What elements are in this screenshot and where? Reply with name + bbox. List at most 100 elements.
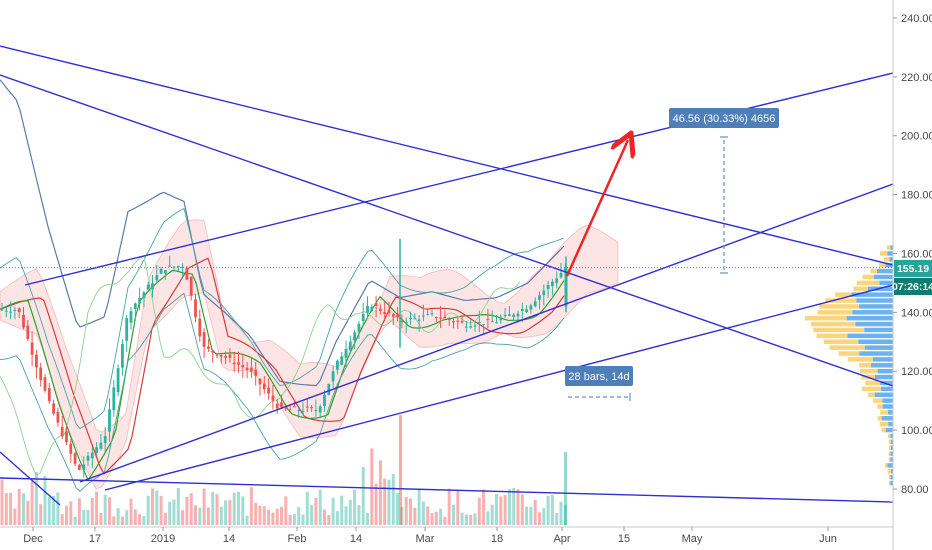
volume-profile bbox=[805, 245, 893, 486]
profile-up-bar bbox=[874, 374, 893, 380]
candle-body bbox=[22, 314, 25, 328]
candle-body bbox=[396, 313, 399, 318]
volume-bar bbox=[327, 515, 331, 525]
candle-body bbox=[228, 354, 232, 358]
volume-bar bbox=[120, 516, 124, 525]
candle-body bbox=[39, 367, 43, 381]
candle-body bbox=[90, 452, 94, 459]
candle-body bbox=[559, 272, 563, 278]
volume-bar bbox=[241, 496, 245, 525]
profile-up-bar bbox=[888, 421, 893, 427]
candle-body bbox=[26, 325, 30, 339]
last-price-label-bg bbox=[894, 260, 932, 277]
volume-bar bbox=[198, 507, 202, 525]
candle-body bbox=[207, 346, 210, 349]
candle-body bbox=[168, 265, 172, 267]
volume-bar bbox=[181, 510, 185, 525]
candle-body bbox=[112, 387, 116, 411]
profile-up-bar bbox=[890, 451, 893, 456]
volume-bar bbox=[499, 496, 503, 525]
x-tick-label: 14 bbox=[223, 533, 235, 545]
volume-bar bbox=[176, 487, 180, 525]
candle-body bbox=[30, 342, 34, 355]
volume-bar bbox=[90, 497, 94, 525]
candle-body bbox=[460, 321, 464, 323]
volume-bar bbox=[185, 496, 189, 525]
volume-bar bbox=[361, 467, 365, 525]
volume-bar bbox=[237, 491, 240, 525]
candle-body bbox=[404, 322, 408, 324]
profile-up-bar bbox=[880, 380, 893, 386]
volume-bar bbox=[52, 495, 56, 525]
profile-down-bar bbox=[859, 368, 878, 374]
profile-up-bar bbox=[859, 304, 893, 309]
volume-bar bbox=[82, 509, 86, 525]
candle-body bbox=[473, 325, 477, 327]
volume-bar bbox=[482, 489, 486, 525]
candle-body bbox=[486, 318, 490, 320]
volume-bar bbox=[430, 513, 434, 525]
volume-bar bbox=[564, 452, 567, 525]
candle-body bbox=[525, 309, 528, 313]
profile-up-bar bbox=[870, 363, 893, 368]
volume-bar bbox=[13, 508, 17, 525]
volume-bar bbox=[426, 506, 430, 525]
volume-bar bbox=[469, 514, 473, 525]
volume-bar bbox=[464, 514, 468, 525]
candle-body bbox=[258, 378, 262, 385]
candle-body bbox=[301, 410, 305, 412]
candle-body bbox=[340, 356, 344, 365]
date-range-label-bg bbox=[565, 366, 633, 386]
candle-body bbox=[224, 355, 227, 358]
profile-down-bar bbox=[823, 339, 859, 344]
volume-bar bbox=[387, 479, 391, 525]
volume-bar bbox=[473, 513, 477, 525]
price-range-label-bg bbox=[669, 108, 779, 128]
trendline bbox=[79, 183, 894, 483]
volume-bar bbox=[249, 487, 253, 525]
profile-down-bar bbox=[835, 292, 852, 297]
candle-body bbox=[452, 321, 455, 323]
trendline bbox=[0, 45, 894, 266]
candle-body bbox=[202, 332, 206, 347]
profile-up-bar bbox=[852, 310, 893, 315]
volume-bar bbox=[495, 494, 498, 525]
profile-down-bar bbox=[887, 469, 891, 474]
volume-bar bbox=[138, 514, 142, 525]
candle-body bbox=[546, 285, 550, 290]
volume-bar bbox=[542, 508, 546, 525]
candle-body bbox=[108, 409, 111, 432]
profile-up-bar bbox=[874, 392, 893, 397]
volume-bar bbox=[284, 496, 288, 525]
candle-body bbox=[129, 311, 133, 323]
cloud-area bbox=[0, 219, 619, 490]
candle-body bbox=[47, 388, 51, 402]
volume-bar bbox=[335, 511, 339, 525]
volume-bar bbox=[301, 514, 305, 525]
volume-bar bbox=[288, 514, 292, 525]
profile-down-bar bbox=[886, 245, 891, 250]
profile-down-bar bbox=[867, 392, 875, 397]
volume-bar bbox=[9, 492, 13, 525]
volume-bar bbox=[133, 509, 137, 525]
candle-body bbox=[336, 360, 339, 370]
candle-body bbox=[417, 319, 421, 322]
candle-body bbox=[0, 309, 4, 311]
candle-body bbox=[284, 408, 288, 410]
trendline bbox=[24, 72, 894, 286]
profile-down-bar bbox=[888, 433, 891, 439]
candle-body bbox=[65, 431, 68, 443]
volume-bar bbox=[151, 488, 154, 525]
volume-bar bbox=[22, 493, 25, 525]
candlesticks bbox=[0, 238, 568, 478]
profile-up-bar bbox=[885, 262, 893, 268]
candle-body bbox=[9, 311, 12, 313]
profile-up-bar bbox=[864, 327, 893, 333]
volume-bar bbox=[396, 492, 400, 525]
candle-body bbox=[434, 317, 438, 319]
lagging-line bbox=[0, 255, 521, 476]
candle-body bbox=[482, 324, 485, 326]
